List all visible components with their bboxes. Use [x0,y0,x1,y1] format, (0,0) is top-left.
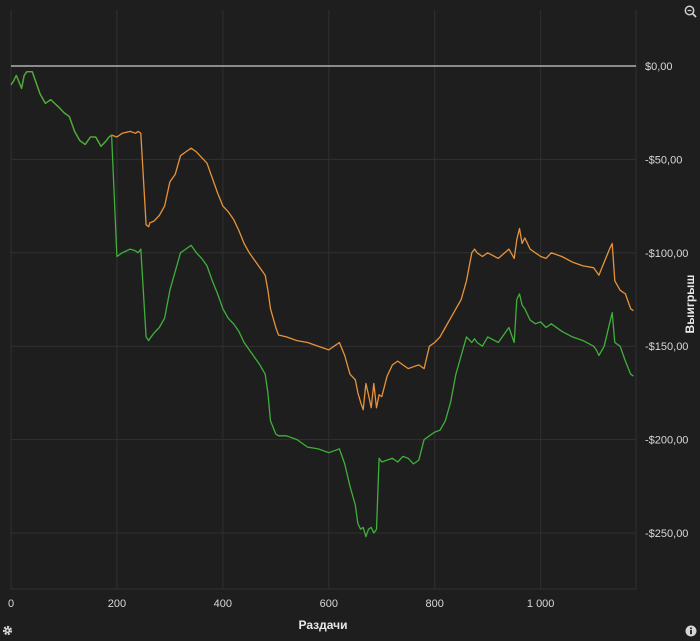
x-tick-label: 1 000 [527,598,555,610]
y-tick-label: $0,00 [645,61,673,73]
gear-icon[interactable] [0,623,14,637]
y-tick-label: -$250,00 [645,528,688,540]
x-axis-title: Раздачи [299,618,348,632]
x-tick-labels: 0 200 400 600 800 1 000 [8,598,554,610]
info-icon[interactable] [684,624,698,638]
y-tick-label: -$100,00 [645,248,688,260]
x-tick-label: 600 [320,598,338,610]
x-tick-label: 200 [108,598,126,610]
y-tick-label: -$150,00 [645,341,688,353]
y-tick-labels: $0,00 -$50,00 -$100,00 -$150,00 -$200,00 -$25… [645,61,688,540]
series-line-2 [10,70,634,538]
grid-lines [10,10,637,590]
series-layer [10,65,636,538]
y-axis-title: Выигрыш [683,275,697,334]
x-tick-label: 0 [8,598,14,610]
zoom-icon[interactable] [683,4,697,18]
y-tick-label: -$200,00 [645,435,688,447]
y-tick-label: -$50,00 [645,154,682,166]
x-tick-label: 400 [214,598,232,610]
x-tick-label: 800 [426,598,444,610]
